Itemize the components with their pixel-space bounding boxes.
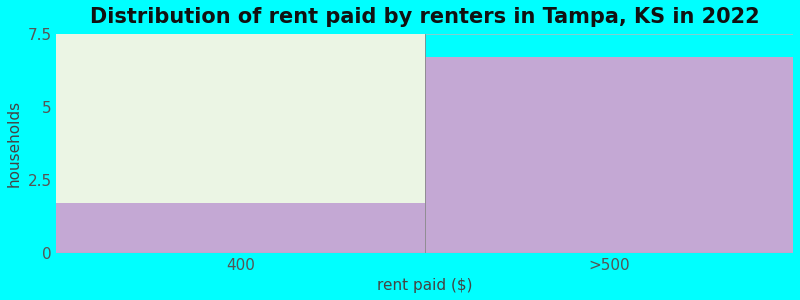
Title: Distribution of rent paid by renters in Tampa, KS in 2022: Distribution of rent paid by renters in … <box>90 7 759 27</box>
X-axis label: rent paid ($): rent paid ($) <box>377 278 473 293</box>
Y-axis label: households: households <box>7 100 22 187</box>
